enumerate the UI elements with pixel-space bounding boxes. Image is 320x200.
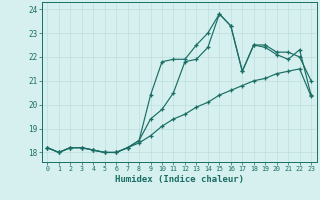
X-axis label: Humidex (Indice chaleur): Humidex (Indice chaleur) [115,175,244,184]
